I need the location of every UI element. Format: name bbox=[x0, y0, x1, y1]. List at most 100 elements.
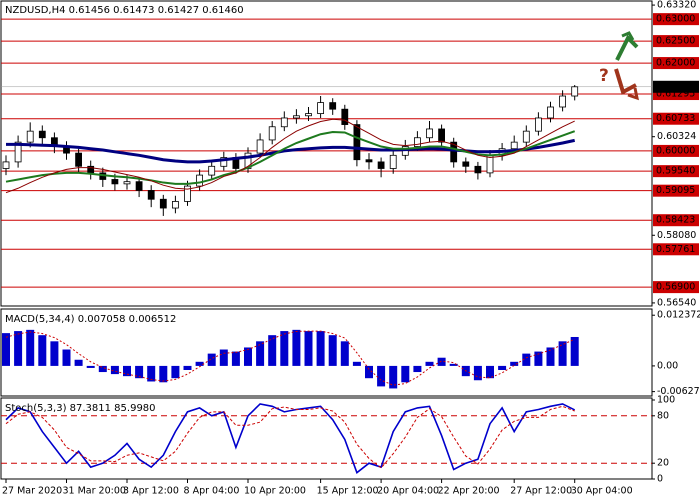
macd-bar bbox=[231, 351, 240, 366]
macd-bar bbox=[352, 361, 361, 366]
candle-body bbox=[305, 113, 312, 117]
macd-bar bbox=[26, 329, 35, 366]
macd-bar bbox=[38, 335, 47, 366]
macd-bar bbox=[195, 361, 204, 366]
candle-body bbox=[510, 141, 518, 150]
candle-body bbox=[474, 165, 482, 174]
y-tick-label: 0.56540 bbox=[657, 297, 696, 308]
macd-bar bbox=[316, 331, 325, 366]
macd-bar bbox=[244, 347, 252, 366]
signal-line bbox=[5, 330, 575, 386]
level-label-box bbox=[653, 13, 699, 26]
macd-bar bbox=[280, 331, 289, 366]
candle-body bbox=[75, 152, 82, 167]
candle-body bbox=[159, 198, 167, 209]
stoch-line bbox=[5, 403, 576, 474]
level-label: 0.62000 bbox=[656, 58, 695, 69]
macd-bar bbox=[123, 365, 131, 377]
candle-body bbox=[438, 128, 446, 143]
y-tick-label: 0.012372 bbox=[657, 310, 700, 321]
current-price-box bbox=[653, 80, 699, 93]
macd-bar bbox=[135, 365, 144, 379]
level-label-box bbox=[653, 214, 699, 227]
panel-title: NZDUSD,H4 0.61456 0.61473 0.61427 0.6146… bbox=[5, 5, 244, 16]
candle-body bbox=[147, 190, 155, 200]
macd-bar bbox=[183, 365, 192, 371]
macd-bar bbox=[86, 365, 95, 368]
current-price-label: 0.61460 bbox=[656, 81, 695, 92]
macd-bar bbox=[522, 353, 531, 366]
candle-body bbox=[547, 106, 554, 119]
candle-body bbox=[256, 139, 264, 154]
candle-body bbox=[413, 137, 421, 147]
candle-body bbox=[571, 86, 579, 97]
macd-bar bbox=[486, 365, 494, 379]
candle-body bbox=[184, 185, 191, 202]
candle-body bbox=[389, 154, 397, 169]
y-tick-label: 0.58080 bbox=[657, 230, 696, 241]
moving-average bbox=[5, 130, 576, 185]
macd-bar bbox=[62, 349, 71, 366]
x-tick-label: 30 Apr 04:00 bbox=[571, 486, 633, 497]
candle-body bbox=[26, 130, 34, 143]
candle-body bbox=[123, 181, 131, 185]
candle-body bbox=[559, 95, 566, 108]
macd-bar bbox=[449, 363, 458, 366]
macd-bar bbox=[534, 351, 543, 366]
x-tick-label: 22 Apr 20:00 bbox=[438, 486, 500, 497]
macd-bar bbox=[425, 361, 434, 366]
x-tick-label: 8 Apr 04:00 bbox=[184, 486, 240, 497]
macd-bar bbox=[2, 333, 10, 366]
candle-body bbox=[14, 141, 22, 163]
candle-body bbox=[353, 124, 361, 161]
x-tick-label: 27 Apr 12:00 bbox=[510, 486, 572, 497]
level-label: 0.59095 bbox=[656, 185, 695, 196]
macd-bar bbox=[98, 365, 107, 373]
macd-bar bbox=[546, 347, 555, 366]
macd-bar bbox=[377, 365, 386, 387]
x-tick-label: 10 Apr 20:00 bbox=[244, 486, 306, 497]
candle-body bbox=[317, 102, 325, 114]
macd-bar bbox=[558, 341, 567, 366]
level-label: 0.59540 bbox=[656, 166, 695, 177]
macd-bar bbox=[570, 336, 579, 366]
macd-bar bbox=[74, 359, 83, 366]
macd-bar bbox=[268, 335, 277, 366]
level-label: 0.56900 bbox=[656, 282, 695, 293]
x-tick-label: 31 Mar 20:00 bbox=[63, 486, 126, 497]
macd-bar bbox=[219, 349, 228, 366]
candle-body bbox=[341, 108, 349, 125]
candle-body bbox=[365, 159, 373, 163]
level-label: 0.61295 bbox=[656, 89, 695, 100]
y-tick-label: 80 bbox=[657, 410, 669, 421]
stoch-line bbox=[5, 405, 575, 469]
macd-panel bbox=[0, 308, 653, 397]
level-label-box bbox=[653, 184, 699, 197]
candle-body bbox=[135, 181, 143, 191]
candle-body bbox=[280, 117, 288, 128]
y-tick-label: 0.00 bbox=[657, 360, 678, 371]
y-tick-label: 0.63320 bbox=[657, 0, 696, 11]
annotation: ? bbox=[599, 66, 609, 86]
price-panel bbox=[0, 0, 653, 307]
down-arrow-head bbox=[627, 87, 639, 101]
y-tick-label: 0 bbox=[657, 474, 663, 485]
macd-bar bbox=[340, 341, 349, 366]
macd-bar bbox=[110, 365, 119, 375]
level-label: 0.63000 bbox=[656, 14, 695, 25]
macd-bar bbox=[510, 361, 519, 366]
candle-body bbox=[268, 126, 276, 141]
level-label: 0.60000 bbox=[656, 145, 695, 156]
macd-bar bbox=[389, 365, 398, 389]
level-label-box bbox=[653, 35, 699, 48]
candle-body bbox=[196, 174, 204, 187]
candle-body bbox=[522, 130, 530, 143]
candle-body bbox=[426, 128, 433, 139]
macd-bar bbox=[147, 365, 156, 382]
candle-body bbox=[208, 165, 216, 176]
level-label-box bbox=[653, 165, 699, 178]
panel-title: MACD(5,34,4) 0.007058 0.006512 bbox=[5, 314, 176, 325]
level-label-box bbox=[653, 112, 699, 125]
